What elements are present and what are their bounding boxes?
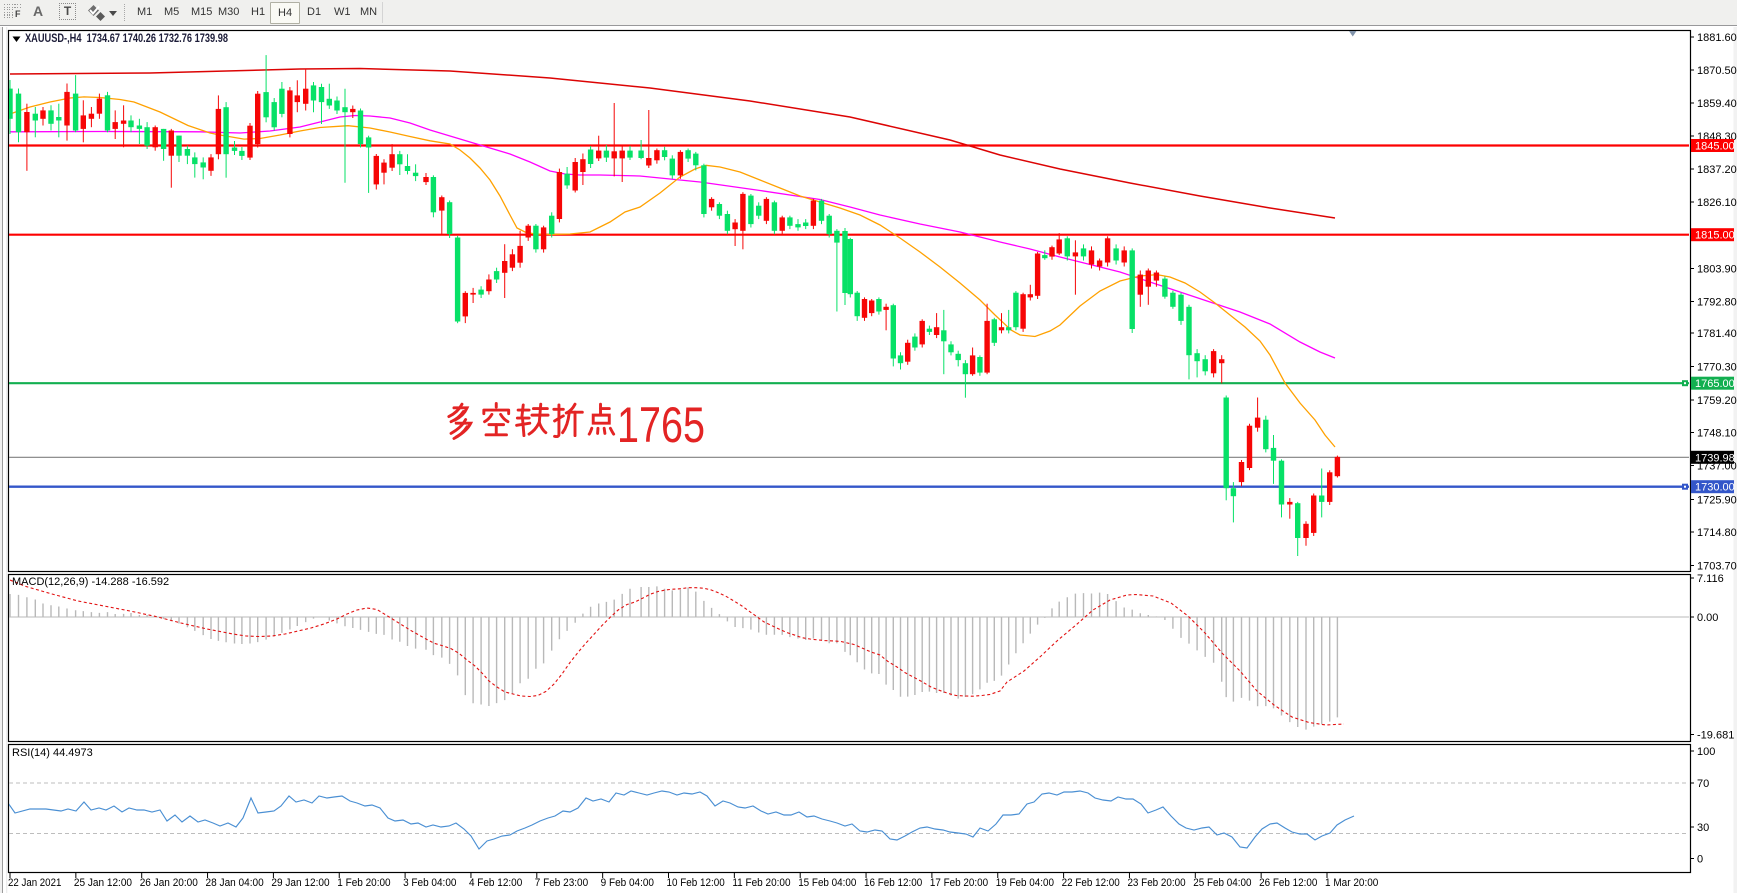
svg-text:1837.20: 1837.20	[1697, 164, 1737, 176]
svg-text:RSI(14) 44.4973: RSI(14) 44.4973	[12, 747, 93, 759]
svg-text:1845.00: 1845.00	[1695, 141, 1735, 153]
svg-text:7 Feb 23:00: 7 Feb 23:00	[535, 877, 588, 889]
svg-text:1 Feb 20:00: 1 Feb 20:00	[337, 877, 390, 889]
svg-text:1703.70: 1703.70	[1697, 561, 1737, 573]
svg-text:17 Feb 20:00: 17 Feb 20:00	[930, 877, 988, 889]
svg-text:1725.90: 1725.90	[1697, 495, 1737, 507]
svg-text:22 Feb 12:00: 22 Feb 12:00	[1062, 877, 1120, 889]
svg-text:1759.20: 1759.20	[1697, 395, 1737, 407]
svg-text:29 Jan 12:00: 29 Jan 12:00	[271, 877, 329, 889]
svg-text:1815.00: 1815.00	[1695, 230, 1735, 242]
svg-text:1881.60: 1881.60	[1697, 32, 1737, 44]
svg-text:1803.90: 1803.90	[1697, 264, 1737, 276]
svg-text:11 Feb 20:00: 11 Feb 20:00	[732, 877, 790, 889]
svg-text:9 Feb 04:00: 9 Feb 04:00	[601, 877, 654, 889]
svg-text:1765: 1765	[617, 397, 705, 453]
svg-text:0: 0	[1697, 854, 1703, 866]
svg-text:16 Feb 12:00: 16 Feb 12:00	[864, 877, 922, 889]
svg-text:4 Feb 12:00: 4 Feb 12:00	[469, 877, 522, 889]
svg-text:1 Mar 20:00: 1 Mar 20:00	[1325, 877, 1378, 889]
svg-text:1714.80: 1714.80	[1697, 527, 1737, 539]
svg-text:28 Jan 04:00: 28 Jan 04:00	[206, 877, 264, 889]
svg-text:1859.40: 1859.40	[1697, 98, 1737, 110]
svg-text:22 Jan 2021: 22 Jan 2021	[8, 877, 61, 889]
svg-text:1739.98: 1739.98	[1695, 452, 1735, 464]
svg-text:0.00: 0.00	[1697, 612, 1718, 624]
svg-text:1730.00: 1730.00	[1695, 482, 1735, 494]
svg-text:25 Feb 04:00: 25 Feb 04:00	[1193, 877, 1251, 889]
svg-text:MACD(12,26,9) -14.288 -16.592: MACD(12,26,9) -14.288 -16.592	[12, 576, 169, 588]
svg-text:30: 30	[1697, 822, 1709, 834]
svg-text:23 Feb 20:00: 23 Feb 20:00	[1127, 877, 1185, 889]
svg-text:26 Feb 12:00: 26 Feb 12:00	[1259, 877, 1317, 889]
svg-text:25 Jan 12:00: 25 Jan 12:00	[74, 877, 132, 889]
svg-text:100: 100	[1697, 746, 1715, 758]
svg-text:1826.10: 1826.10	[1697, 197, 1737, 209]
svg-text:7.116: 7.116	[1697, 573, 1724, 585]
svg-text:70: 70	[1697, 778, 1709, 790]
svg-text:15 Feb 04:00: 15 Feb 04:00	[798, 877, 856, 889]
svg-text:3 Feb 04:00: 3 Feb 04:00	[403, 877, 456, 889]
svg-text:-19.681: -19.681	[1697, 730, 1734, 742]
svg-text:XAUUSD-,H4 1734.67 1740.26 17: XAUUSD-,H4 1734.67 1740.26 1732.76 1739.…	[25, 33, 228, 45]
svg-text:19 Feb 04:00: 19 Feb 04:00	[996, 877, 1054, 889]
svg-text:1870.50: 1870.50	[1697, 65, 1737, 77]
svg-text:1765.00: 1765.00	[1695, 378, 1735, 390]
svg-text:10 Feb 12:00: 10 Feb 12:00	[667, 877, 725, 889]
svg-text:1781.40: 1781.40	[1697, 328, 1737, 340]
svg-text:1792.80: 1792.80	[1697, 297, 1737, 309]
svg-text:26 Jan 20:00: 26 Jan 20:00	[140, 877, 198, 889]
svg-text:1748.10: 1748.10	[1697, 428, 1737, 440]
svg-text:1770.30: 1770.30	[1697, 362, 1737, 374]
